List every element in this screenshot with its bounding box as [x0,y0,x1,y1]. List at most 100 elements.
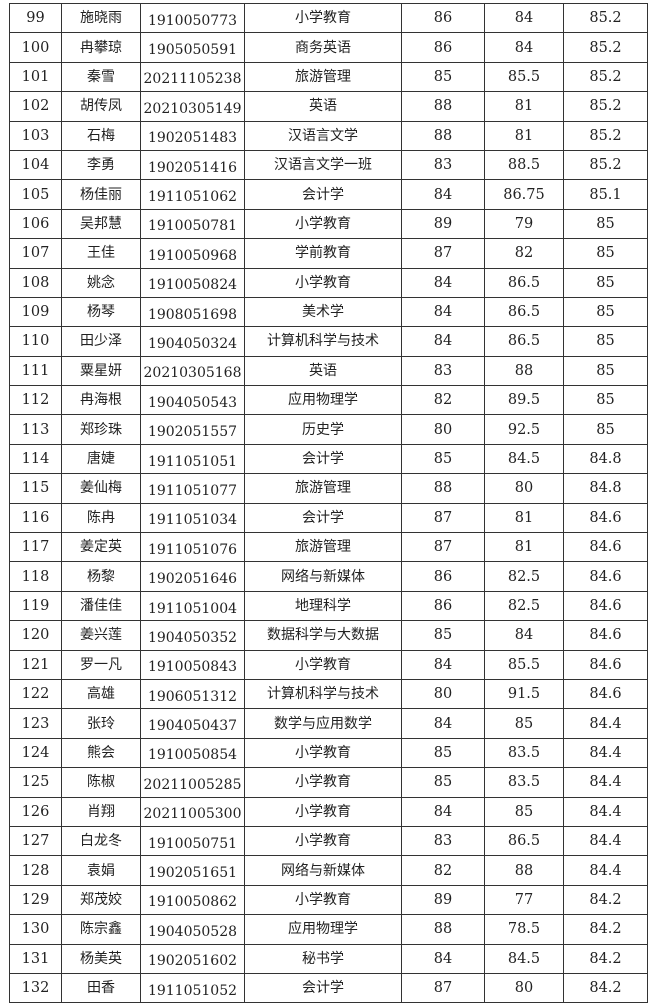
major-cell: 会计学 [244,972,402,1003]
table-row: 127 白龙冬 1910050751 小学教育 83 86.5 84.4 [9,825,648,857]
rank-cell: 121 [9,649,62,680]
student-id-cell: 1911051076 [140,532,245,563]
student-id-cell: 1906051312 [140,678,245,710]
student-id-cell: 1905050591 [140,32,245,63]
student-id-cell: 1911051051 [140,443,245,475]
name-cell: 姚念 [61,267,141,298]
total-score-cell: 84.4 [563,796,648,827]
score-1-cell: 84 [401,796,485,827]
major-cell: 汉语言文学 [244,120,402,151]
score-2-cell: 88.5 [484,149,564,181]
student-id-cell: 1904050352 [140,620,245,651]
student-id-cell: 1902051416 [140,149,245,181]
total-score-cell: 85 [563,326,648,357]
total-score-cell: 85.1 [563,179,648,210]
name-cell: 王佳 [61,238,141,269]
score-2-cell: 83.5 [484,737,564,769]
name-cell: 施晓雨 [61,2,141,34]
student-id-cell: 1904050324 [140,326,245,357]
rank-cell: 105 [9,179,62,210]
rank-cell: 110 [9,326,62,357]
score-2-cell: 84 [484,2,564,34]
student-id-cell: 1910050854 [140,737,245,769]
rank-cell: 106 [9,208,62,240]
score-2-cell: 86.5 [484,296,564,328]
table-row: 107 王佳 1910050968 学前教育 87 82 85 [9,238,648,269]
rank-cell: 107 [9,238,62,269]
rank-cell: 108 [9,267,62,298]
name-cell: 杨黎 [61,561,141,592]
student-id-cell: 1911051052 [140,972,245,1003]
table-row: 103 石梅 1902051483 汉语言文学 88 81 85.2 [9,120,648,151]
score-1-cell: 84 [401,267,485,298]
rank-cell: 117 [9,532,62,563]
major-cell: 应用物理学 [244,914,402,945]
score-2-cell: 80 [484,972,564,1003]
name-cell: 田香 [61,972,141,1003]
rank-cell: 129 [9,884,62,916]
score-1-cell: 87 [401,972,485,1003]
table-row: 99 施晓雨 1910050773 小学教育 86 84 85.2 [9,2,648,34]
name-cell: 高雄 [61,678,141,710]
score-1-cell: 80 [401,414,485,445]
score-2-cell: 81 [484,502,564,534]
score-table-body: 99 施晓雨 1910050773 小学教育 86 84 85.2 100 冉攀琼 1905050… [9,2,648,1003]
name-cell: 吴邦慧 [61,208,141,240]
total-score-cell: 84.4 [563,825,648,857]
student-id-cell: 1910050781 [140,208,245,240]
score-1-cell: 80 [401,678,485,710]
student-id-cell: 1904050437 [140,708,245,739]
score-1-cell: 87 [401,238,485,269]
score-1-cell: 88 [401,120,485,151]
total-score-cell: 85 [563,267,648,298]
table-row: 123 张玲 1904050437 数学与应用数学 84 85 84.4 [9,708,648,739]
table-row: 106 吴邦慧 1910050781 小学教育 89 79 85 [9,208,648,240]
name-cell: 陈宗鑫 [61,914,141,945]
name-cell: 姜定英 [61,532,141,563]
major-cell: 数学与应用数学 [244,708,402,739]
total-score-cell: 84.6 [563,561,648,592]
name-cell: 张玲 [61,708,141,739]
major-cell: 旅游管理 [244,61,402,93]
score-1-cell: 85 [401,620,485,651]
total-score-cell: 85 [563,414,648,445]
score-2-cell: 82.5 [484,561,564,592]
name-cell: 秦雪 [61,61,141,93]
table-row: 115 姜仙梅 1911051077 旅游管理 88 80 84.8 [9,473,648,504]
score-2-cell: 80 [484,473,564,504]
student-id-cell: 1902051483 [140,120,245,151]
major-cell: 地理科学 [244,590,402,622]
total-score-cell: 84.6 [563,678,648,710]
major-cell: 会计学 [244,179,402,210]
major-cell: 小学教育 [244,737,402,769]
table-row: 110 田少泽 1904050324 计算机科学与技术 84 86.5 85 [9,326,648,357]
name-cell: 石梅 [61,120,141,151]
major-cell: 小学教育 [244,267,402,298]
name-cell: 罗一凡 [61,649,141,680]
score-1-cell: 86 [401,32,485,63]
score-2-cell: 84.5 [484,443,564,475]
name-cell: 胡传凤 [61,91,141,122]
score-1-cell: 82 [401,855,485,886]
student-id-cell: 1904050543 [140,385,245,416]
name-cell: 粟星妍 [61,355,141,387]
score-2-cell: 84 [484,620,564,651]
student-id-cell: 1902051557 [140,414,245,445]
table-row: 128 袁娟 1902051651 网络与新媒体 82 88 84.4 [9,855,648,886]
rank-cell: 103 [9,120,62,151]
name-cell: 杨琴 [61,296,141,328]
rank-cell: 124 [9,737,62,769]
score-1-cell: 85 [401,767,485,798]
table-row: 124 熊会 1910050854 小学教育 85 83.5 84.4 [9,737,648,769]
major-cell: 旅游管理 [244,473,402,504]
table-row: 101 秦雪 20211105238 旅游管理 85 85.5 85.2 [9,61,648,93]
major-cell: 旅游管理 [244,532,402,563]
student-id-cell: 1902051646 [140,561,245,592]
table-row: 118 杨黎 1902051646 网络与新媒体 86 82.5 84.6 [9,561,648,592]
total-score-cell: 84.4 [563,737,648,769]
name-cell: 杨佳丽 [61,179,141,210]
total-score-cell: 85.2 [563,32,648,63]
student-id-cell: 1910050751 [140,825,245,857]
score-1-cell: 89 [401,208,485,240]
total-score-cell: 84.4 [563,708,648,739]
